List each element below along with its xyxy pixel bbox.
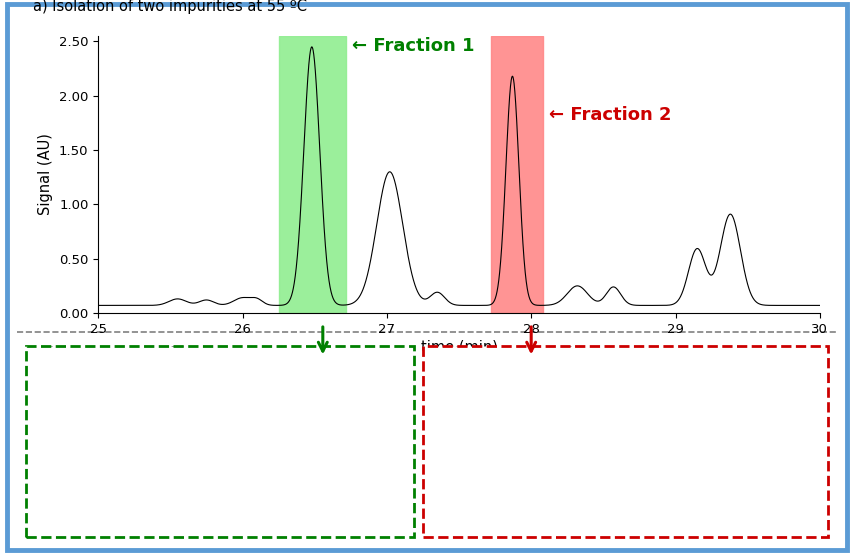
- X-axis label: time (min): time (min): [420, 340, 497, 355]
- Text: b) Purity testing of fraction 1: b) Purity testing of fraction 1: [50, 346, 243, 360]
- Text: c) Purity testing of fraction 2: c) Purity testing of fraction 2: [447, 346, 638, 360]
- Bar: [278, 36, 346, 313]
- Bar: [490, 36, 543, 313]
- Text: Purity < 80%: Purity < 80%: [545, 437, 641, 452]
- Text: ← Fraction 1: ← Fraction 1: [351, 37, 474, 55]
- Text: Purity < 80%: Purity < 80%: [61, 437, 157, 452]
- Y-axis label: Signal (AU): Signal (AU): [38, 134, 54, 216]
- Text: a) Isolation of two impurities at 55 ºC: a) Isolation of two impurities at 55 ºC: [33, 0, 307, 14]
- Text: ← Fraction 2: ← Fraction 2: [548, 106, 670, 124]
- FancyBboxPatch shape: [7, 4, 846, 550]
